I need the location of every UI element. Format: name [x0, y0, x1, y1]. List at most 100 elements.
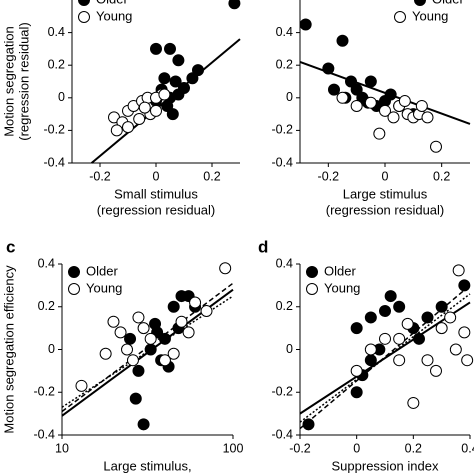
legend-marker [306, 283, 318, 295]
panel: -0.4-0.200.20.4-0.200.20.4Suppression in… [258, 237, 474, 473]
y-tick-label: -0.4 [33, 427, 55, 441]
y-tick-label: 0 [58, 90, 65, 104]
x-axis-label: (regression residual) [97, 202, 216, 217]
legend-label: Young [96, 8, 132, 23]
data-point [345, 75, 357, 88]
x-axis-label: Small stimulus [114, 186, 198, 201]
y-tick-label: 0 [286, 342, 293, 356]
plot-area [299, 264, 474, 431]
data-point [158, 88, 171, 101]
data-point [172, 54, 185, 67]
data-point [150, 42, 162, 55]
data-point [167, 300, 180, 313]
x-tick-label: 0 [353, 441, 360, 455]
x-tick-label: 0.2 [433, 169, 450, 183]
data-point [384, 88, 397, 101]
x-tick-label: 10 [55, 441, 69, 455]
data-point [138, 101, 151, 114]
data-point [137, 418, 150, 431]
y-tick-label: 0.4 [276, 25, 293, 39]
x-axis-label: Large stimulus [343, 186, 428, 201]
y-tick-label: 0.4 [48, 25, 65, 39]
legend-marker [306, 266, 318, 278]
data-point [413, 332, 425, 345]
legend-marker [78, 11, 90, 23]
data-point [461, 354, 474, 367]
data-point [126, 354, 139, 367]
data-point [458, 326, 471, 339]
x-tick-label: 0 [382, 169, 389, 183]
legend-label: Young [412, 8, 448, 23]
data-point [364, 343, 377, 356]
data-point [444, 311, 457, 324]
data-point [364, 311, 377, 324]
data-point [328, 83, 340, 96]
data-point [158, 354, 171, 367]
data-point [364, 96, 377, 109]
data-point [421, 311, 434, 324]
fit-line [299, 301, 471, 415]
panel: -0.4 -0.2 0 0.2 0.4 -0.2 0 0.2 Large stimulus(re… [271, 0, 471, 217]
data-point [169, 75, 182, 88]
x-axis-label: (regression residual) [326, 202, 445, 217]
x-tick-label: 0.4 [461, 441, 474, 455]
data-point [228, 0, 241, 10]
x-tick-label: 100 [223, 441, 244, 455]
data-point [336, 34, 349, 47]
y-tick-label: 0.2 [276, 299, 293, 313]
data-point [350, 322, 363, 335]
data-point [172, 88, 185, 101]
y-tick-label: -0.4 [271, 427, 293, 441]
data-point [350, 99, 363, 112]
data-point [161, 99, 174, 112]
data-point [158, 332, 171, 345]
legend-marker [78, 0, 90, 6]
data-point [384, 290, 397, 303]
data-point [350, 386, 363, 399]
y-tick-label: 0.2 [276, 57, 293, 71]
data-point [200, 305, 213, 318]
data-point [219, 262, 232, 275]
data-point [182, 326, 195, 339]
data-point [401, 317, 414, 330]
data-point [379, 104, 391, 117]
legend-label: Young [324, 280, 360, 295]
legend-label: Older [86, 263, 118, 278]
data-point [449, 343, 462, 356]
data-point [167, 347, 180, 360]
y-axis-label: Motion segregation [1, 26, 16, 137]
data-point [415, 99, 428, 112]
data-point [75, 379, 88, 392]
y-tick-label: 0.4 [38, 256, 55, 270]
data-point [137, 322, 150, 335]
x-tick-label: -0.2 [318, 169, 340, 183]
data-point [107, 315, 120, 328]
data-point [99, 347, 112, 360]
y-tick-label: 0.4 [276, 256, 293, 270]
data-point [393, 300, 406, 313]
legend-label: Older [96, 0, 128, 6]
panel-label: c [6, 237, 15, 256]
data-point [430, 364, 442, 377]
y-tick-label: -0.2 [33, 385, 55, 399]
data-point [407, 396, 420, 409]
data-point [322, 62, 335, 75]
data-point [133, 112, 146, 125]
panel: -0.4 -0.2 0 0.2 0.4 10 100 Large stimulus, Motio… [1, 237, 243, 473]
legend-marker [414, 0, 426, 6]
plot-area [90, 0, 241, 164]
legend-label: Older [324, 263, 356, 278]
data-point [144, 332, 157, 345]
data-point [452, 264, 465, 277]
legend-marker [68, 266, 80, 278]
x-axis-label: Large stimulus, [103, 458, 191, 473]
legend-marker [68, 283, 80, 295]
data-point [364, 75, 377, 88]
data-point [421, 111, 434, 124]
plot-area [61, 262, 234, 431]
data-point [150, 104, 162, 117]
data-point [189, 296, 202, 309]
data-point [164, 42, 176, 55]
